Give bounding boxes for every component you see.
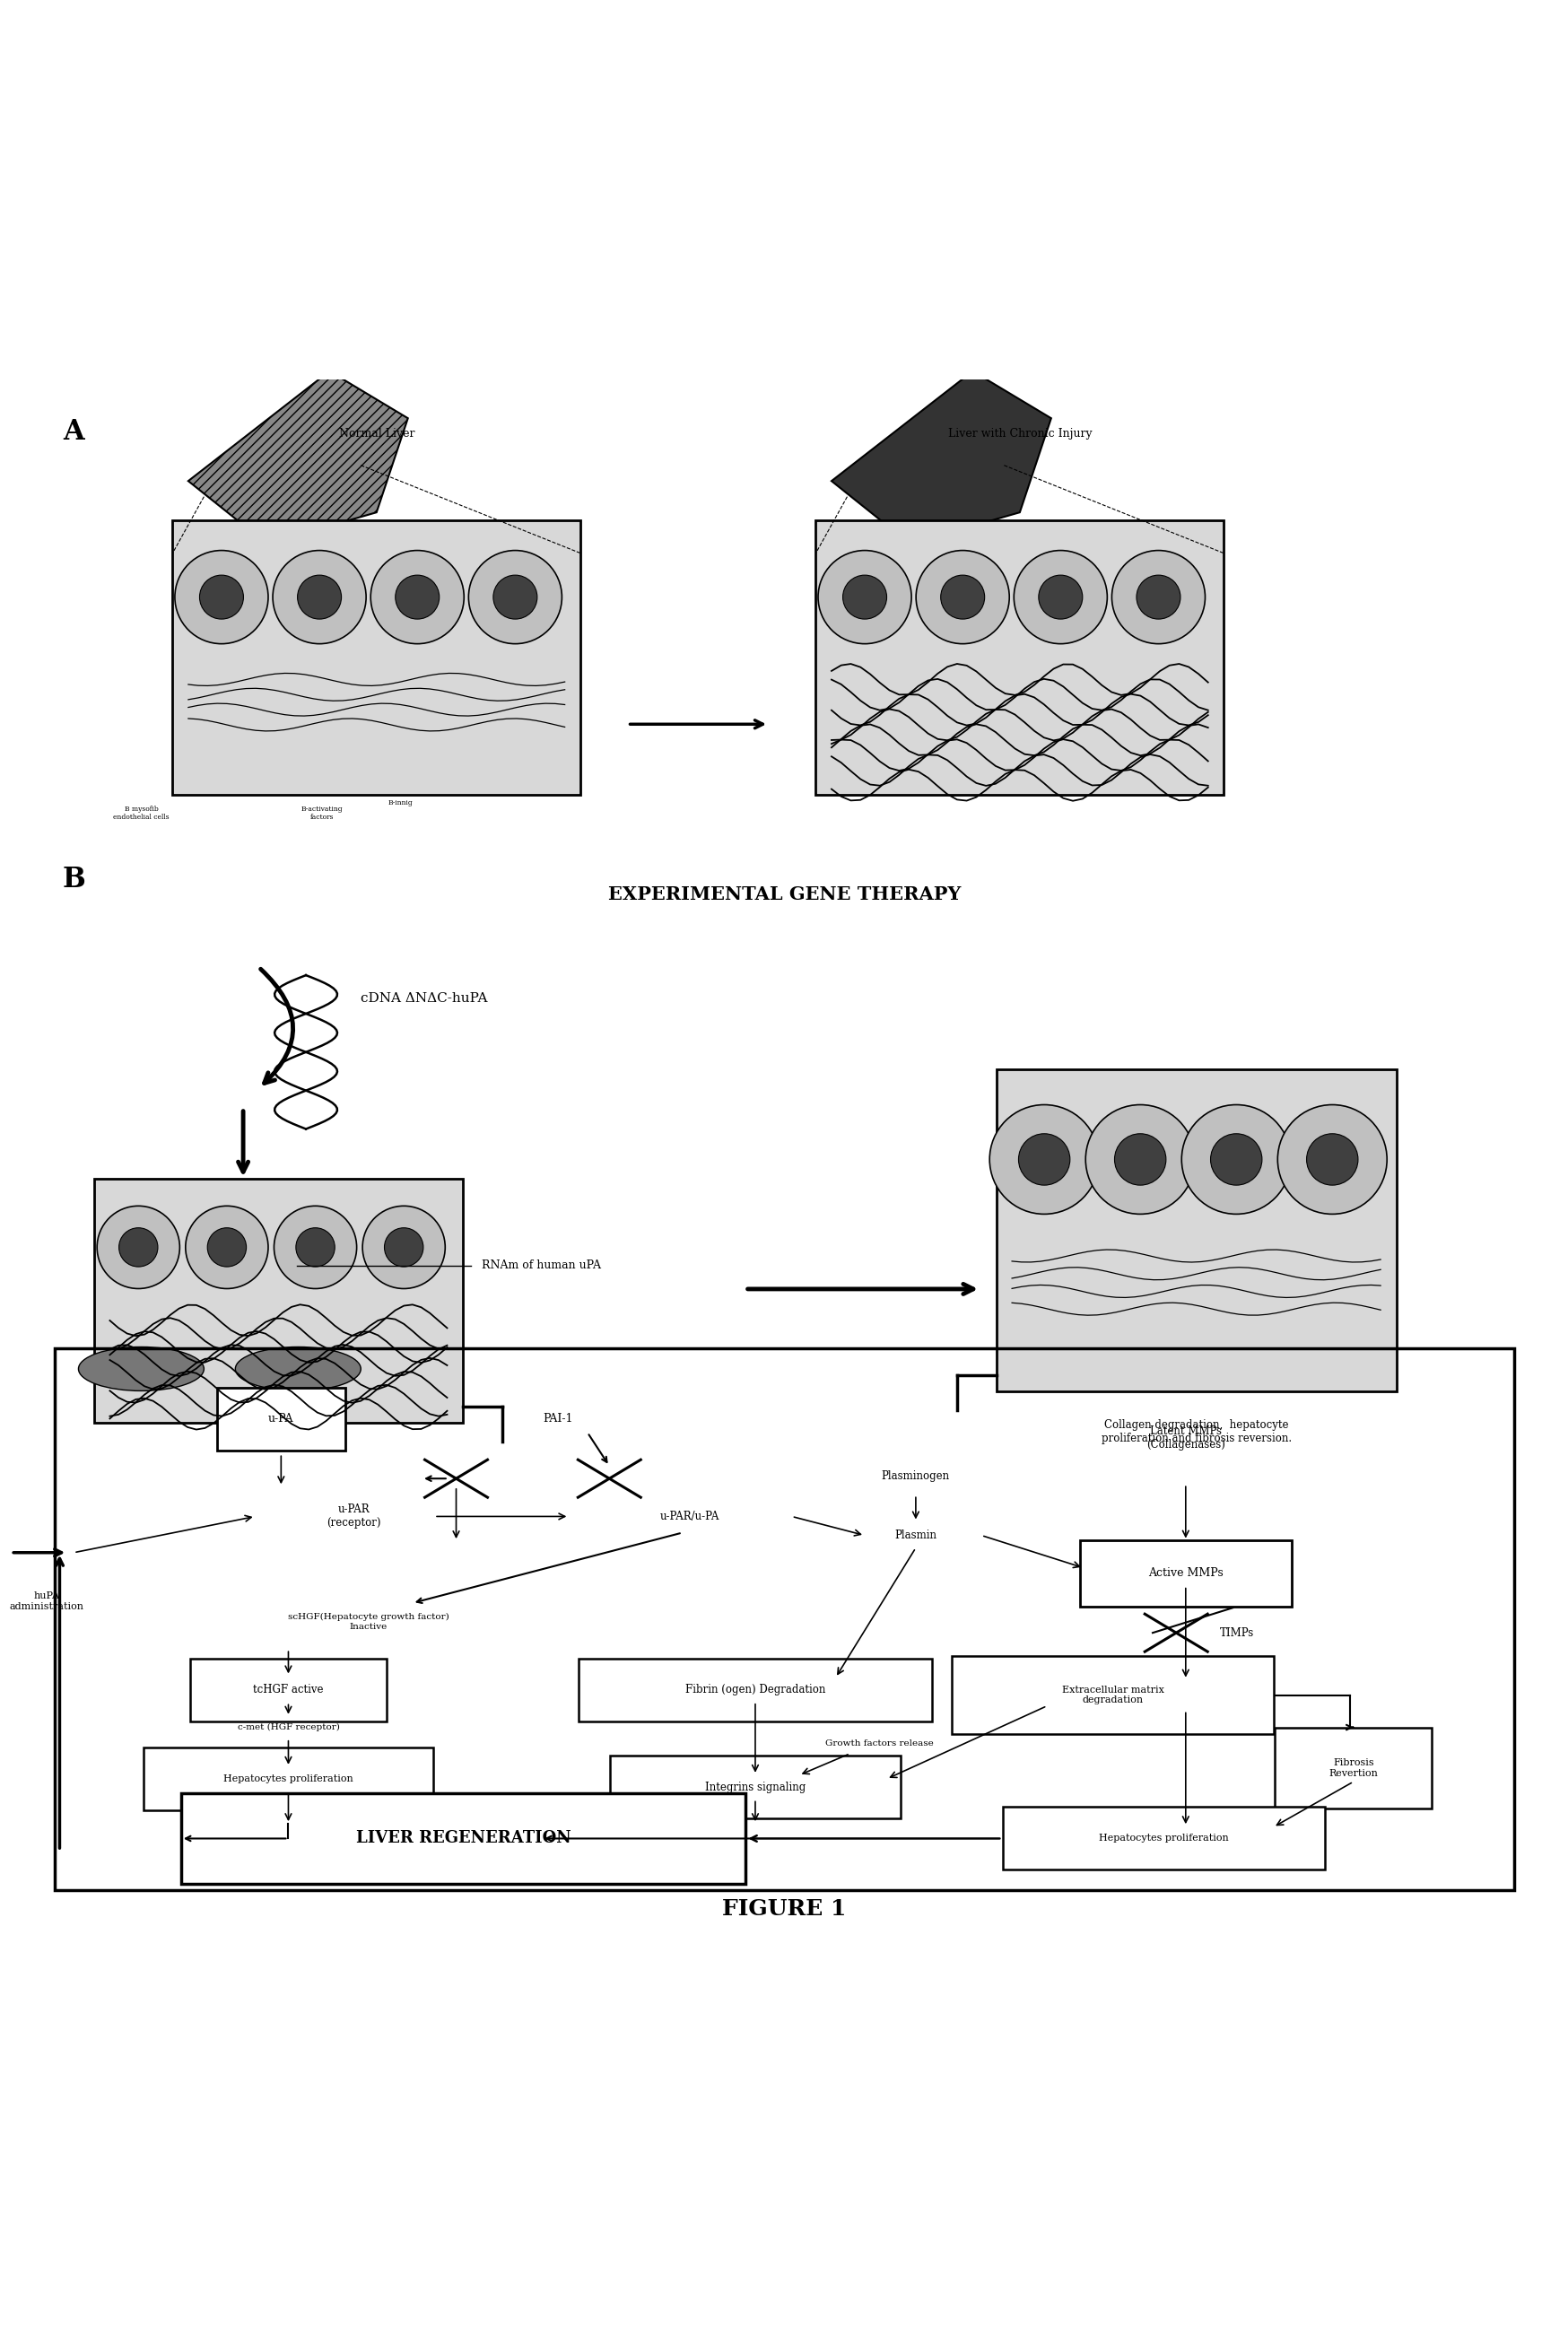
Ellipse shape (235, 1347, 361, 1392)
Text: Hepatocytes proliferation: Hepatocytes proliferation (223, 1776, 353, 1782)
Circle shape (1210, 1133, 1261, 1184)
Text: scHGF(Hepatocyte growth factor)
Inactive: scHGF(Hepatocyte growth factor) Inactive (289, 1613, 448, 1631)
Circle shape (1181, 1105, 1290, 1215)
Circle shape (1276, 1105, 1386, 1215)
Text: u-PA: u-PA (268, 1412, 293, 1424)
Text: Integrins signaling: Integrins signaling (704, 1780, 804, 1792)
Bar (172, 521, 580, 796)
Circle shape (1013, 551, 1107, 645)
Text: A: A (63, 419, 85, 447)
Circle shape (370, 551, 464, 645)
Circle shape (1135, 575, 1179, 619)
Text: FIGURE 1: FIGURE 1 (721, 1899, 847, 1920)
Text: tcHGF active: tcHGF active (252, 1685, 323, 1696)
FancyBboxPatch shape (1002, 1808, 1323, 1871)
Circle shape (97, 1205, 180, 1289)
Text: Collagen degradation,  hepatocyte
proliferation and fibrosis reversion.: Collagen degradation, hepatocyte prolife… (1101, 1419, 1290, 1445)
Bar (55, 1350, 1513, 1890)
Ellipse shape (78, 1347, 204, 1392)
FancyBboxPatch shape (180, 1794, 745, 1885)
Circle shape (1038, 575, 1082, 619)
Text: Latent MMPs
(Collagenases): Latent MMPs (Collagenases) (1146, 1426, 1225, 1450)
Text: Normal Liver: Normal Liver (339, 428, 414, 440)
Circle shape (989, 1105, 1098, 1215)
Text: EXPERIMENTAL GENE THERAPY: EXPERIMENTAL GENE THERAPY (608, 887, 960, 903)
FancyBboxPatch shape (1275, 1727, 1432, 1808)
FancyBboxPatch shape (216, 1387, 345, 1450)
Circle shape (469, 551, 561, 645)
Text: cDNA ΔNΔC-huPA: cDNA ΔNΔC-huPA (361, 994, 488, 1005)
Bar (996, 1070, 1396, 1392)
Circle shape (1018, 1133, 1069, 1184)
Text: Plasmin: Plasmin (894, 1529, 936, 1540)
Circle shape (395, 575, 439, 619)
Circle shape (1112, 551, 1204, 645)
Circle shape (916, 551, 1008, 645)
Circle shape (842, 575, 886, 619)
Text: B mysofib
endothelial cells: B mysofib endothelial cells (113, 805, 169, 821)
Circle shape (199, 575, 243, 619)
Bar (94, 1180, 463, 1422)
FancyBboxPatch shape (579, 1659, 931, 1722)
FancyBboxPatch shape (610, 1755, 900, 1817)
Circle shape (273, 551, 365, 645)
Circle shape (174, 551, 268, 645)
Circle shape (298, 575, 342, 619)
Text: Fibrosis
Revertion: Fibrosis Revertion (1328, 1759, 1377, 1778)
Circle shape (1306, 1133, 1358, 1184)
Circle shape (274, 1205, 356, 1289)
FancyBboxPatch shape (190, 1659, 386, 1722)
Circle shape (119, 1229, 158, 1266)
Text: B: B (63, 866, 86, 894)
Text: RNAm of human uPA: RNAm of human uPA (481, 1259, 601, 1271)
Circle shape (185, 1205, 268, 1289)
Text: Liver with Chronic Injury: Liver with Chronic Injury (947, 428, 1091, 440)
Circle shape (492, 575, 536, 619)
Text: Growth factors release: Growth factors release (825, 1741, 933, 1748)
Bar (815, 521, 1223, 796)
Text: u-PAR/u-PA: u-PAR/u-PA (660, 1510, 720, 1522)
Text: u-PAR
(receptor): u-PAR (receptor) (326, 1503, 381, 1529)
Text: Extracellular matrix
degradation: Extracellular matrix degradation (1062, 1685, 1163, 1706)
Circle shape (362, 1205, 445, 1289)
Text: PAI-1: PAI-1 (543, 1412, 572, 1424)
Text: Plasminogen: Plasminogen (881, 1471, 949, 1482)
Circle shape (1085, 1105, 1195, 1215)
Polygon shape (188, 372, 408, 545)
Text: Active MMPs: Active MMPs (1148, 1568, 1223, 1580)
Circle shape (941, 575, 985, 619)
Text: Hepatocytes proliferation: Hepatocytes proliferation (1098, 1834, 1228, 1843)
FancyBboxPatch shape (952, 1657, 1273, 1734)
Circle shape (207, 1229, 246, 1266)
Text: B-innig: B-innig (387, 800, 412, 807)
Text: TIMPs: TIMPs (1220, 1627, 1254, 1638)
Polygon shape (831, 372, 1051, 545)
FancyBboxPatch shape (143, 1748, 433, 1810)
Circle shape (296, 1229, 334, 1266)
Text: huPA
administration: huPA administration (9, 1592, 85, 1610)
Circle shape (1113, 1133, 1165, 1184)
Circle shape (384, 1229, 423, 1266)
Text: c-met (HGF receptor): c-met (HGF receptor) (237, 1724, 339, 1731)
Text: LIVER REGENERATION: LIVER REGENERATION (356, 1831, 571, 1848)
Text: B-activating
factors: B-activating factors (301, 805, 342, 821)
Circle shape (817, 551, 911, 645)
Text: Fibrin (ogen) Degradation: Fibrin (ogen) Degradation (685, 1685, 825, 1696)
FancyBboxPatch shape (1079, 1540, 1290, 1606)
